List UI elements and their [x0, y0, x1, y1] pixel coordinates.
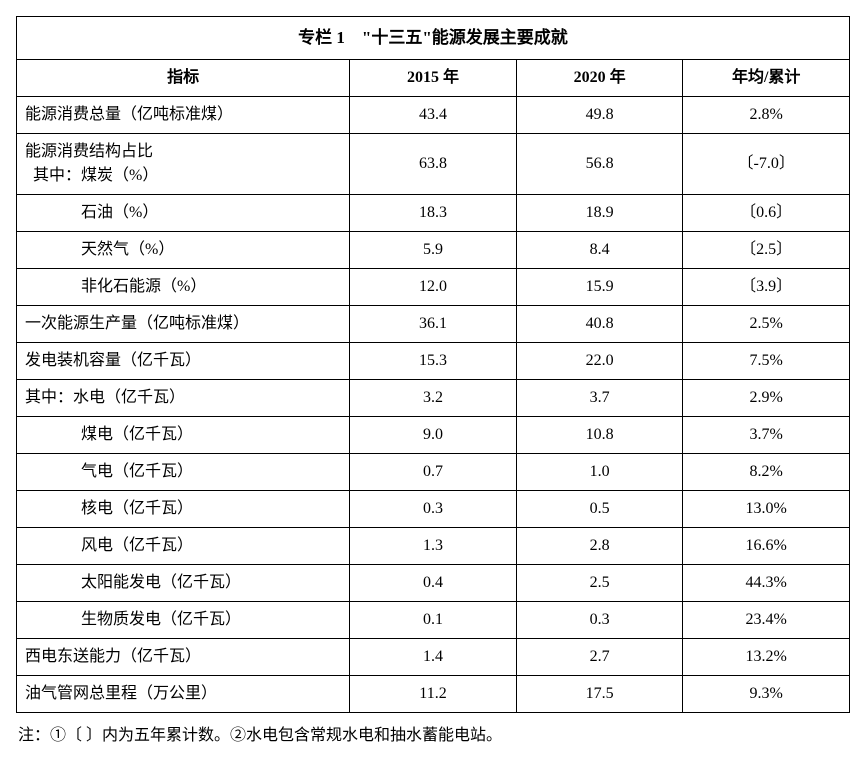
value-2020: 18.9 — [516, 194, 683, 231]
value-2020: 2.5 — [516, 564, 683, 601]
indicator-cell: 风电（亿千瓦） — [17, 527, 350, 564]
indicator-cell: 生物质发电（亿千瓦） — [17, 601, 350, 638]
value-avg: 7.5% — [683, 342, 850, 379]
indicator-cell: 能源消费结构占比其中：煤炭（%） — [17, 133, 350, 194]
value-2015: 0.1 — [350, 601, 517, 638]
value-2015: 0.7 — [350, 453, 517, 490]
energy-table: 专栏 1 "十三五"能源发展主要成就 指标 2015 年 2020 年 年均/累… — [16, 16, 850, 713]
indicator-cell: 气电（亿千瓦） — [17, 453, 350, 490]
indicator-cell: 其中：水电（亿千瓦） — [17, 379, 350, 416]
value-avg: 〔-7.0〕 — [683, 133, 850, 194]
value-2015: 12.0 — [350, 268, 517, 305]
indicator-cell: 核电（亿千瓦） — [17, 490, 350, 527]
value-2020: 40.8 — [516, 305, 683, 342]
value-2015: 0.3 — [350, 490, 517, 527]
table-row: 生物质发电（亿千瓦）0.10.323.4% — [17, 601, 850, 638]
value-avg: 44.3% — [683, 564, 850, 601]
table-row: 能源消费总量（亿吨标准煤）43.449.82.8% — [17, 96, 850, 133]
value-2015: 1.3 — [350, 527, 517, 564]
indicator-cell: 油气管网总里程（万公里） — [17, 675, 350, 712]
value-2020: 22.0 — [516, 342, 683, 379]
value-2015: 63.8 — [350, 133, 517, 194]
indicator-cell: 发电装机容量（亿千瓦） — [17, 342, 350, 379]
table-row: 太阳能发电（亿千瓦）0.42.544.3% — [17, 564, 850, 601]
table-row: 核电（亿千瓦）0.30.513.0% — [17, 490, 850, 527]
value-avg: 〔0.6〕 — [683, 194, 850, 231]
indicator-cell: 石油（%） — [17, 194, 350, 231]
value-2020: 2.7 — [516, 638, 683, 675]
value-2020: 17.5 — [516, 675, 683, 712]
table-row: 西电东送能力（亿千瓦）1.42.713.2% — [17, 638, 850, 675]
value-2020: 1.0 — [516, 453, 683, 490]
indicator-cell: 煤电（亿千瓦） — [17, 416, 350, 453]
value-2015: 3.2 — [350, 379, 517, 416]
value-avg: 3.7% — [683, 416, 850, 453]
table-row: 气电（亿千瓦）0.71.08.2% — [17, 453, 850, 490]
value-avg: 〔3.9〕 — [683, 268, 850, 305]
header-avg: 年均/累计 — [683, 59, 850, 96]
indicator-line2: 其中：煤炭（%） — [25, 164, 341, 188]
value-avg: 23.4% — [683, 601, 850, 638]
value-2020: 0.3 — [516, 601, 683, 638]
value-2020: 10.8 — [516, 416, 683, 453]
indicator-cell: 能源消费总量（亿吨标准煤） — [17, 96, 350, 133]
value-avg: 8.2% — [683, 453, 850, 490]
table-row: 一次能源生产量（亿吨标准煤）36.140.82.5% — [17, 305, 850, 342]
table-row: 发电装机容量（亿千瓦）15.322.07.5% — [17, 342, 850, 379]
title-row: 专栏 1 "十三五"能源发展主要成就 — [17, 17, 850, 60]
value-2020: 49.8 — [516, 96, 683, 133]
value-avg: 16.6% — [683, 527, 850, 564]
table-row: 天然气（%）5.98.4〔2.5〕 — [17, 231, 850, 268]
value-2015: 18.3 — [350, 194, 517, 231]
table-row: 非化石能源（%）12.015.9〔3.9〕 — [17, 268, 850, 305]
table-row: 风电（亿千瓦）1.32.816.6% — [17, 527, 850, 564]
value-avg: 9.3% — [683, 675, 850, 712]
header-row: 指标 2015 年 2020 年 年均/累计 — [17, 59, 850, 96]
value-avg: 2.9% — [683, 379, 850, 416]
value-2015: 43.4 — [350, 96, 517, 133]
indicator-cell: 太阳能发电（亿千瓦） — [17, 564, 350, 601]
value-avg: 2.5% — [683, 305, 850, 342]
indicator-line1: 能源消费结构占比 — [25, 143, 153, 160]
indicator-cell: 一次能源生产量（亿吨标准煤） — [17, 305, 350, 342]
value-2020: 0.5 — [516, 490, 683, 527]
table-body: 能源消费总量（亿吨标准煤）43.449.82.8%能源消费结构占比其中：煤炭（%… — [17, 96, 850, 712]
value-2020: 3.7 — [516, 379, 683, 416]
indicator-cell: 非化石能源（%） — [17, 268, 350, 305]
value-2015: 11.2 — [350, 675, 517, 712]
table-footnote: 注：①〔 〕内为五年累计数。②水电包含常规水电和抽水蓄能电站。 — [16, 713, 850, 749]
value-avg: 〔2.5〕 — [683, 231, 850, 268]
table-row: 煤电（亿千瓦）9.010.83.7% — [17, 416, 850, 453]
value-2020: 8.4 — [516, 231, 683, 268]
header-2020: 2020 年 — [516, 59, 683, 96]
header-indicator: 指标 — [17, 59, 350, 96]
table-row: 石油（%）18.318.9〔0.6〕 — [17, 194, 850, 231]
value-avg: 2.8% — [683, 96, 850, 133]
value-2015: 1.4 — [350, 638, 517, 675]
value-2015: 5.9 — [350, 231, 517, 268]
indicator-cell: 西电东送能力（亿千瓦） — [17, 638, 350, 675]
value-2015: 0.4 — [350, 564, 517, 601]
value-avg: 13.0% — [683, 490, 850, 527]
table-container: 专栏 1 "十三五"能源发展主要成就 指标 2015 年 2020 年 年均/累… — [16, 16, 850, 748]
value-2015: 36.1 — [350, 305, 517, 342]
value-2015: 15.3 — [350, 342, 517, 379]
value-2020: 2.8 — [516, 527, 683, 564]
value-2020: 56.8 — [516, 133, 683, 194]
table-row: 其中：水电（亿千瓦）3.23.72.9% — [17, 379, 850, 416]
value-avg: 13.2% — [683, 638, 850, 675]
indicator-cell: 天然气（%） — [17, 231, 350, 268]
table-row: 油气管网总里程（万公里）11.217.59.3% — [17, 675, 850, 712]
header-2015: 2015 年 — [350, 59, 517, 96]
table-title: 专栏 1 "十三五"能源发展主要成就 — [17, 17, 850, 60]
table-row: 能源消费结构占比其中：煤炭（%）63.856.8〔-7.0〕 — [17, 133, 850, 194]
value-2015: 9.0 — [350, 416, 517, 453]
value-2020: 15.9 — [516, 268, 683, 305]
